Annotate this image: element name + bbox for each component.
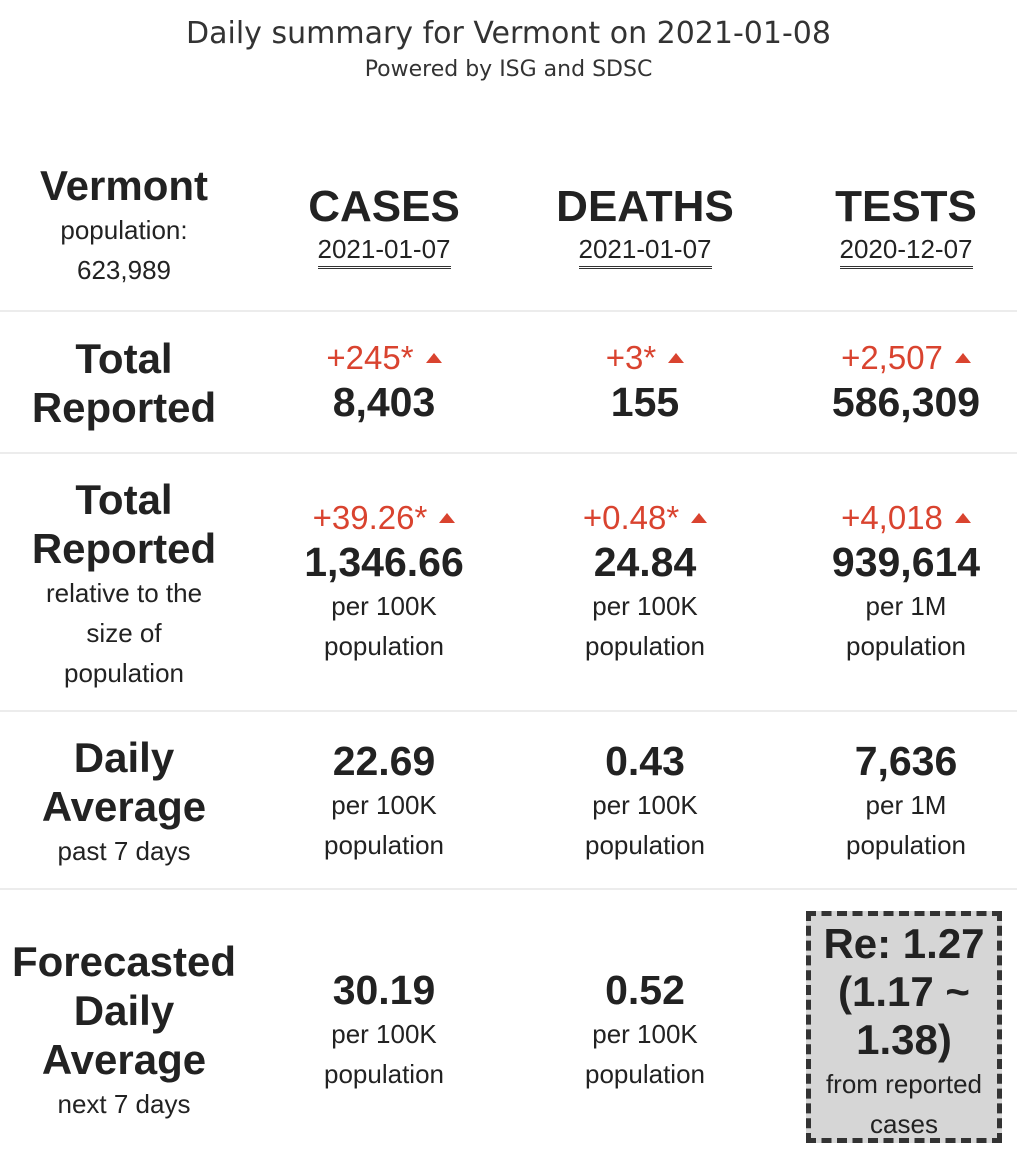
delta-value: +39.26* — [254, 498, 514, 538]
unit-line: per 100K — [331, 790, 437, 820]
delta-text: +2,507 — [841, 339, 943, 376]
triangle-up-icon — [954, 513, 971, 523]
deaths-relative-cell: +0.48* 24.84 per 100K population — [515, 498, 775, 666]
unit-line: population — [324, 631, 444, 661]
average-value: 7,636 — [854, 738, 958, 784]
triangle-up-icon — [691, 513, 708, 523]
column-header-tests: TESTS 2020-12-07 — [776, 182, 1017, 269]
row-label-line: Forecasted — [11, 938, 237, 985]
row-divider — [0, 452, 1017, 454]
delta-text: +245* — [326, 339, 414, 376]
unit-line: population — [585, 631, 705, 661]
column-date: 2021-01-07 — [578, 232, 712, 269]
unit-line: population — [585, 1059, 705, 1089]
average-value: 0.43 — [605, 738, 685, 784]
average-value: 22.69 — [332, 738, 436, 784]
unit-line: population — [846, 631, 966, 661]
re-estimate-box: Re: 1.27 (1.17 ~ 1.38) from reported cas… — [806, 911, 1002, 1143]
row-sublabel: next 7 days — [57, 1089, 191, 1119]
unit-line: per 1M — [865, 591, 947, 621]
page-title: Daily summary for Vermont on 2021-01-08 — [186, 16, 831, 51]
relative-value: 939,614 — [831, 539, 981, 585]
population-value: 623,989 — [77, 255, 171, 285]
re-source-line: from reported — [825, 1069, 983, 1099]
unit-line: per 100K — [331, 591, 437, 621]
row-label-daily-average: Daily Average past 7 days — [0, 733, 248, 871]
unit-line: per 100K — [592, 790, 698, 820]
delta-text: +39.26* — [312, 499, 428, 536]
unit-line: per 100K — [592, 591, 698, 621]
total-value: 8,403 — [332, 379, 436, 425]
triangle-up-icon — [439, 513, 456, 523]
column-title: DEATHS — [556, 182, 734, 231]
population-label: population: — [60, 215, 188, 245]
re-value: Re: 1.27 — [823, 920, 985, 967]
unit-line: per 100K — [331, 1019, 437, 1049]
row-label-line: Daily — [73, 987, 175, 1034]
triangle-up-icon — [425, 353, 442, 363]
deaths-daily-average-cell: 0.43 per 100K population — [515, 737, 775, 865]
column-header-cases: CASES 2021-01-07 — [254, 182, 514, 269]
relative-value: 24.84 — [593, 539, 697, 585]
delta-text: +0.48* — [582, 499, 680, 536]
triangle-up-icon — [954, 353, 971, 363]
row-divider — [0, 888, 1017, 890]
column-header-deaths: DEATHS 2021-01-07 — [515, 182, 775, 269]
row-label-line: Average — [41, 783, 207, 830]
row-sublabel: size of — [86, 618, 162, 648]
cases-forecast-cell: 30.19 per 100K population — [254, 966, 514, 1094]
cases-total-cell: +245* 8,403 — [254, 338, 514, 426]
column-date: 2020-12-07 — [839, 232, 973, 269]
row-sublabel: population — [64, 658, 184, 688]
page-subtitle: Powered by ISG and SDSC — [364, 57, 653, 82]
state-info: Vermont population: 623,989 — [0, 162, 248, 290]
column-title: CASES — [308, 182, 460, 231]
unit-line: population — [585, 830, 705, 860]
total-value: 586,309 — [831, 379, 981, 425]
re-interval-end: 1.38) — [856, 1016, 952, 1063]
re-source-line: cases — [870, 1109, 938, 1139]
row-label-line: Average — [41, 1036, 207, 1083]
row-label-line: Total — [75, 335, 173, 382]
unit-line: population — [846, 830, 966, 860]
unit-line: per 100K — [592, 1019, 698, 1049]
delta-value: +245* — [254, 338, 514, 378]
unit-line: population — [324, 1059, 444, 1089]
row-divider — [0, 310, 1017, 312]
total-value: 155 — [610, 379, 680, 425]
tests-total-cell: +2,507 586,309 — [776, 338, 1017, 426]
row-label-line: Reported — [31, 525, 217, 572]
delta-text: +3* — [605, 339, 657, 376]
unit-line: population — [324, 830, 444, 860]
delta-text: +4,018 — [841, 499, 943, 536]
delta-value: +2,507 — [776, 338, 1017, 378]
row-label-line: Reported — [31, 384, 217, 431]
row-label-line: Total — [75, 476, 173, 523]
tests-daily-average-cell: 7,636 per 1M population — [776, 737, 1017, 865]
re-interval-start: (1.17 ~ — [838, 968, 970, 1015]
cases-relative-cell: +39.26* 1,346.66 per 100K population — [254, 498, 514, 666]
deaths-total-cell: +3* 155 — [515, 338, 775, 426]
column-title: TESTS — [835, 182, 977, 231]
row-label-forecast: Forecasted Daily Average next 7 days — [0, 937, 254, 1124]
forecast-value: 30.19 — [332, 967, 436, 1013]
row-label-relative: Total Reported relative to the size of p… — [0, 475, 248, 693]
relative-value: 1,346.66 — [304, 539, 464, 585]
row-label-total-reported: Total Reported — [0, 334, 248, 432]
cases-daily-average-cell: 22.69 per 100K population — [254, 737, 514, 865]
deaths-forecast-cell: 0.52 per 100K population — [515, 966, 775, 1094]
unit-line: per 1M — [865, 790, 947, 820]
row-divider — [0, 710, 1017, 712]
delta-value: +0.48* — [515, 498, 775, 538]
tests-relative-cell: +4,018 939,614 per 1M population — [776, 498, 1017, 666]
row-sublabel: past 7 days — [57, 836, 191, 866]
delta-value: +3* — [515, 338, 775, 378]
triangle-up-icon — [668, 353, 685, 363]
forecast-value: 0.52 — [605, 967, 685, 1013]
state-name: Vermont — [39, 162, 209, 209]
row-sublabel: relative to the — [45, 578, 203, 608]
row-label-line: Daily — [73, 734, 175, 781]
column-date: 2021-01-07 — [317, 232, 451, 269]
delta-value: +4,018 — [776, 498, 1017, 538]
